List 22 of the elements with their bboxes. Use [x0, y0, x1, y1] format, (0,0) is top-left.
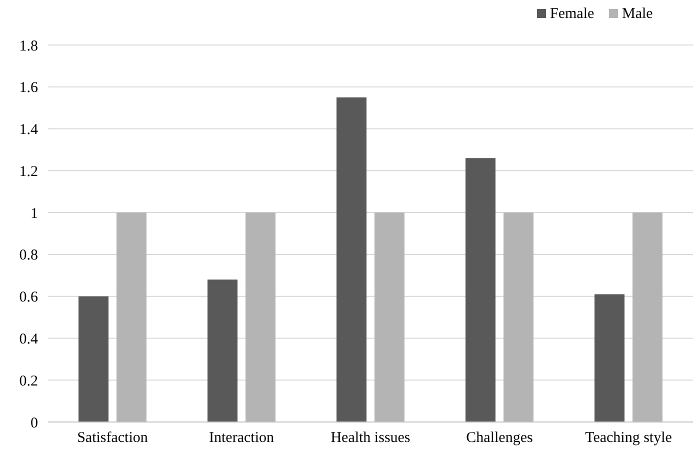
- x-tick-label: Teaching style: [585, 430, 672, 446]
- bar: [78, 296, 108, 422]
- y-tick-label: 1.4: [19, 122, 38, 138]
- y-tick-label: 0.6: [19, 290, 38, 306]
- y-tick-label: 0.2: [19, 373, 38, 390]
- legend-label: Male: [622, 6, 654, 22]
- y-tick-label: 1.2: [19, 164, 38, 180]
- x-tick-label: Satisfaction: [77, 430, 148, 446]
- x-tick-label: Challenges: [466, 430, 533, 446]
- bar: [594, 294, 624, 422]
- y-tick-label: 0.8: [19, 248, 38, 264]
- y-tick-label: 0.4: [19, 331, 38, 348]
- y-tick-label: 1.8: [19, 38, 38, 54]
- bar: [466, 158, 496, 422]
- x-tick-label: Health issues: [330, 430, 410, 446]
- legend-label: Female: [550, 6, 594, 22]
- y-tick-label: 0: [30, 415, 38, 432]
- bar: [336, 97, 366, 422]
- x-tick-label: Interaction: [209, 430, 274, 446]
- y-tick-label: 1: [30, 206, 38, 222]
- bar: [208, 280, 238, 422]
- y-tick-label: 1.6: [19, 80, 38, 96]
